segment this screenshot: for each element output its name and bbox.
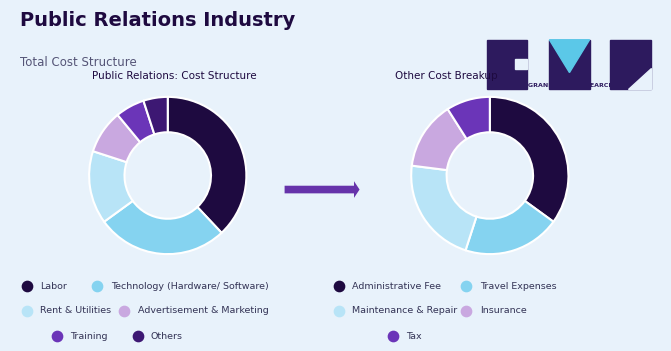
Wedge shape <box>411 166 476 250</box>
Wedge shape <box>490 97 568 222</box>
Text: Other Cost Breakup: Other Cost Breakup <box>395 71 497 81</box>
Wedge shape <box>89 151 133 222</box>
Text: Tax: Tax <box>406 332 421 341</box>
Text: Training: Training <box>70 332 108 341</box>
Text: Technology (Hardware/ Software): Technology (Hardware/ Software) <box>111 282 268 291</box>
Text: Others: Others <box>151 332 183 341</box>
Text: Public Relations: Cost Structure: Public Relations: Cost Structure <box>92 71 257 81</box>
Point <box>21 308 32 313</box>
Text: Maintenance & Repair: Maintenance & Repair <box>352 306 458 315</box>
Text: GRAND VIEW RESEARCH: GRAND VIEW RESEARCH <box>527 83 613 88</box>
Wedge shape <box>104 201 221 254</box>
Point <box>461 308 472 313</box>
Bar <box>550 40 590 89</box>
Point <box>461 284 472 289</box>
Text: Labor: Labor <box>40 282 67 291</box>
Point <box>119 308 130 313</box>
Wedge shape <box>412 109 466 170</box>
Point <box>132 334 143 339</box>
Point <box>21 284 32 289</box>
Point <box>52 334 62 339</box>
Bar <box>486 40 527 89</box>
Polygon shape <box>550 40 590 73</box>
Text: Travel Expenses: Travel Expenses <box>480 282 556 291</box>
Wedge shape <box>117 101 154 142</box>
Wedge shape <box>93 115 140 162</box>
Wedge shape <box>466 201 554 254</box>
Text: Rent & Utilities: Rent & Utilities <box>40 306 111 315</box>
Point <box>333 284 344 289</box>
Bar <box>611 40 651 89</box>
Text: Public Relations Industry: Public Relations Industry <box>20 11 295 29</box>
Text: Insurance: Insurance <box>480 306 527 315</box>
Text: Advertisement & Marketing: Advertisement & Marketing <box>138 306 268 315</box>
Wedge shape <box>144 97 168 134</box>
Wedge shape <box>448 97 490 139</box>
Bar <box>515 59 527 69</box>
Text: Administrative Fee: Administrative Fee <box>352 282 442 291</box>
Polygon shape <box>628 68 651 89</box>
Wedge shape <box>168 97 246 233</box>
Point <box>92 284 103 289</box>
Text: Total Cost Structure: Total Cost Structure <box>20 56 137 69</box>
Point <box>333 308 344 313</box>
Point <box>387 334 398 339</box>
